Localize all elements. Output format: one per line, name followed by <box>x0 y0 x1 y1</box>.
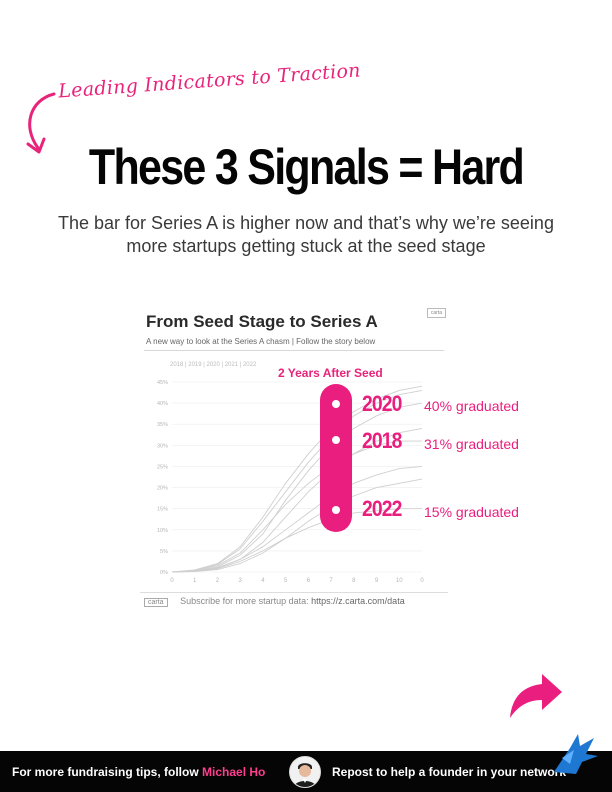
y-tick-label: 45% <box>157 380 168 386</box>
bird-logo-icon <box>554 734 598 774</box>
x-tick-label: 0 <box>170 578 174 584</box>
chart-card: From Seed Stage to Series A A new way to… <box>140 304 448 624</box>
subscribe-link[interactable]: https://z.carta.com/data <box>311 596 405 606</box>
x-tick-label: 6 <box>307 578 311 584</box>
carta-logo: carta <box>144 598 168 607</box>
series-line <box>171 402 423 573</box>
person-icon <box>294 763 316 787</box>
annotation-title: 2 Years After Seed <box>278 366 383 380</box>
x-tick-label: 8 <box>352 578 356 584</box>
page-subtitle: The bar for Series A is higher now and t… <box>58 213 554 256</box>
series-line <box>171 389 423 573</box>
marker-dot <box>332 400 340 408</box>
y-tick-label: 35% <box>157 422 168 428</box>
marker-dot <box>332 436 340 444</box>
y-tick-label: 15% <box>157 507 168 513</box>
carta-badge: carta <box>426 308 446 318</box>
y-tick-label: 40% <box>157 401 168 407</box>
series-line <box>171 478 423 573</box>
curved-arrow-icon <box>26 92 56 154</box>
author-name[interactable]: Michael Ho <box>202 765 266 779</box>
x-tick-label: 5 <box>284 578 288 584</box>
follow-text: For more fundraising tips, follow <box>12 765 199 779</box>
divider <box>140 592 448 593</box>
avatar[interactable] <box>289 756 321 788</box>
follow-cta: For more fundraising tips, follow Michae… <box>12 765 265 779</box>
year-label: 2020 <box>362 391 402 416</box>
line-chart: 0% 5% 10% 15% 20% 25% 30% 35% 40% 45% 0 1 2 3 4 5 6 7 8 9 10… <box>157 380 424 584</box>
kicker-text: Leading Indicators to Traction <box>57 59 362 103</box>
year-filter-strip: 2018 | 2019 | 2020 | 2021 | 2022 <box>170 362 257 368</box>
x-tick-label: 1 <box>193 578 197 584</box>
y-tick-label: 25% <box>157 464 168 470</box>
y-tick-label: 30% <box>157 443 168 449</box>
subscribe-text: Subscribe for more startup data: <box>180 596 309 606</box>
x-tick-label: 9 <box>375 578 379 584</box>
footer-bar: For more fundraising tips, follow Michae… <box>0 751 612 792</box>
x-tick-label: 3 <box>239 578 243 584</box>
divider <box>144 350 444 351</box>
x-tick-label: 7 <box>329 578 333 584</box>
year-label: 2018 <box>362 428 402 453</box>
chart-title: From Seed Stage to Series A <box>146 312 378 331</box>
repost-cta: Repost to help a founder in your network <box>332 765 567 779</box>
x-tick-label: 0 <box>420 578 424 584</box>
chart-subtitle: A new way to look at the Series A chasm … <box>146 337 376 346</box>
y-tick-label: 10% <box>157 528 168 534</box>
page-title: These 3 Signals = Hard <box>88 139 525 195</box>
y-tick-label: 20% <box>157 486 168 492</box>
y-tick-label: 5% <box>160 549 168 555</box>
graduated-label: 31% graduated <box>424 436 519 452</box>
graduated-label: 15% graduated <box>424 504 519 520</box>
year-label: 2022 <box>362 496 402 521</box>
x-tick-label: 2 <box>216 578 220 584</box>
share-arrow-icon <box>510 674 562 718</box>
x-tick-label: 4 <box>261 578 265 584</box>
series-line <box>171 465 423 573</box>
series-line <box>171 385 423 573</box>
marker-dot <box>332 506 340 514</box>
chart-footer: carta Subscribe for more startup data: h… <box>140 596 448 607</box>
graduated-label: 40% graduated <box>424 398 519 414</box>
series-line <box>171 440 422 573</box>
x-tick-label: 10 <box>396 578 403 584</box>
y-tick-label: 0% <box>160 570 168 576</box>
